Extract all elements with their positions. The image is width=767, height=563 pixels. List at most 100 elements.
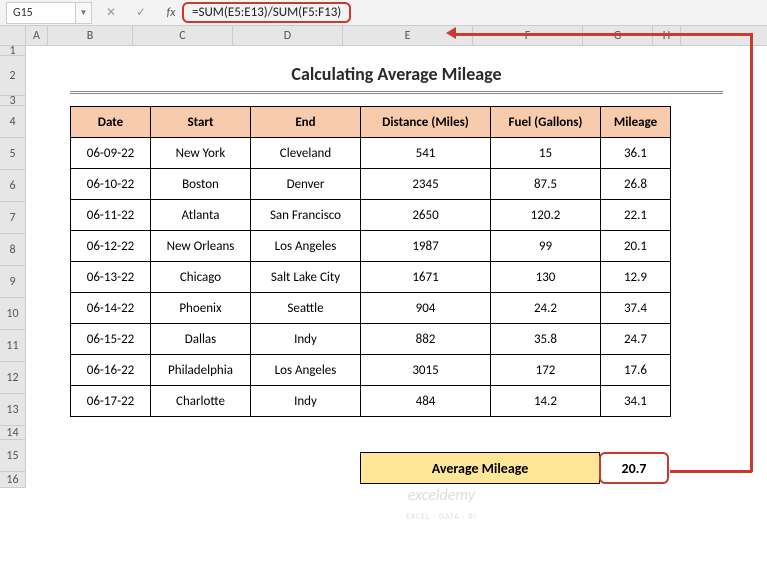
average-label[interactable]: Average Mileage: [360, 452, 600, 484]
cell-mile[interactable]: 26.8: [601, 169, 671, 200]
th-date[interactable]: Date: [71, 107, 151, 138]
cell-date[interactable]: 06-15-22: [71, 324, 151, 355]
cell-dist[interactable]: 882: [361, 324, 491, 355]
cancel-icon[interactable]: ✕: [100, 3, 122, 23]
table-header-row: Date Start End Distance (Miles) Fuel (Ga…: [71, 107, 671, 138]
cell-end[interactable]: Los Angeles: [251, 355, 361, 386]
cell-date[interactable]: 06-16-22: [71, 355, 151, 386]
name-box-dropdown[interactable]: ▼: [76, 2, 92, 24]
th-end[interactable]: End: [251, 107, 361, 138]
cell-dist[interactable]: 3015: [361, 355, 491, 386]
row-header-10[interactable]: 10: [0, 298, 26, 330]
cell-mile[interactable]: 24.7: [601, 324, 671, 355]
cell-end[interactable]: Los Angeles: [251, 231, 361, 262]
cell-mile[interactable]: 37.4: [601, 293, 671, 324]
watermark-sub: EXCEL · DATA · BI: [406, 512, 477, 522]
cell-start[interactable]: Phoenix: [151, 293, 251, 324]
cell-fuel[interactable]: 15: [491, 138, 601, 169]
name-box[interactable]: G15: [6, 2, 76, 24]
cell-start[interactable]: Charlotte: [151, 386, 251, 417]
cell-fuel[interactable]: 130: [491, 262, 601, 293]
col-header-c[interactable]: C: [133, 26, 233, 45]
select-all-corner[interactable]: [0, 26, 26, 45]
row-header-12[interactable]: 12: [0, 362, 26, 394]
cell-start[interactable]: Chicago: [151, 262, 251, 293]
grid-area[interactable]: Calculating Average Mileage Date Start E…: [26, 46, 767, 488]
fx-icon[interactable]: fx: [160, 3, 182, 23]
formula-bar[interactable]: =SUM(E5:E13)/SUM(F5:F13): [182, 2, 767, 24]
cell-date[interactable]: 06-17-22: [71, 386, 151, 417]
table-row: 06-14-22PhoenixSeattle90424.237.4: [71, 293, 671, 324]
row-header-2[interactable]: 2: [0, 56, 26, 96]
cell-start[interactable]: New York: [151, 138, 251, 169]
cell-date[interactable]: 06-10-22: [71, 169, 151, 200]
row-header-11[interactable]: 11: [0, 330, 26, 362]
cell-fuel[interactable]: 120.2: [491, 200, 601, 231]
col-header-a[interactable]: A: [26, 26, 48, 45]
cell-dist[interactable]: 904: [361, 293, 491, 324]
row-header-14[interactable]: 14: [0, 426, 26, 440]
callout-line: [750, 33, 753, 472]
col-header-d[interactable]: D: [233, 26, 343, 45]
cell-fuel[interactable]: 14.2: [491, 386, 601, 417]
row-header-4[interactable]: 4: [0, 106, 26, 138]
cell-fuel[interactable]: 99: [491, 231, 601, 262]
table-row: 06-16-22PhiladelphiaLos Angeles301517217…: [71, 355, 671, 386]
table-row: 06-15-22DallasIndy88235.824.7: [71, 324, 671, 355]
column-headers: A B C D E F G H: [0, 26, 767, 46]
th-mileage[interactable]: Mileage: [601, 107, 671, 138]
cell-end[interactable]: Indy: [251, 324, 361, 355]
cell-fuel[interactable]: 87.5: [491, 169, 601, 200]
cell-start[interactable]: Philadelphia: [151, 355, 251, 386]
cell-start[interactable]: New Orleans: [151, 231, 251, 262]
row-header-5[interactable]: 5: [0, 138, 26, 170]
cell-mile[interactable]: 17.6: [601, 355, 671, 386]
row-header-6[interactable]: 6: [0, 170, 26, 202]
th-distance[interactable]: Distance (Miles): [361, 107, 491, 138]
cell-date[interactable]: 06-09-22: [71, 138, 151, 169]
cell-end[interactable]: Salt Lake City: [251, 262, 361, 293]
row-header-16[interactable]: 16: [0, 472, 26, 488]
cell-dist[interactable]: 2345: [361, 169, 491, 200]
cell-fuel[interactable]: 24.2: [491, 293, 601, 324]
cell-mile[interactable]: 22.1: [601, 200, 671, 231]
row-header-13[interactable]: 13: [0, 394, 26, 426]
cell-dist[interactable]: 1987: [361, 231, 491, 262]
row-headers: 12345678910111213141516: [0, 46, 26, 488]
cell-fuel[interactable]: 172: [491, 355, 601, 386]
cell-end[interactable]: Cleveland: [251, 138, 361, 169]
cell-end[interactable]: San Francisco: [251, 200, 361, 231]
cell-date[interactable]: 06-14-22: [71, 293, 151, 324]
average-value[interactable]: 20.7: [599, 452, 669, 484]
cell-start[interactable]: Dallas: [151, 324, 251, 355]
cell-date[interactable]: 06-11-22: [71, 200, 151, 231]
table-row: 06-13-22ChicagoSalt Lake City167113012.9: [71, 262, 671, 293]
cell-mile[interactable]: 20.1: [601, 231, 671, 262]
cell-dist[interactable]: 484: [361, 386, 491, 417]
cell-start[interactable]: Atlanta: [151, 200, 251, 231]
cell-dist[interactable]: 1671: [361, 262, 491, 293]
cell-end[interactable]: Seattle: [251, 293, 361, 324]
row-header-3[interactable]: 3: [0, 96, 26, 106]
cell-date[interactable]: 06-13-22: [71, 262, 151, 293]
col-header-b[interactable]: B: [48, 26, 133, 45]
cell-start[interactable]: Boston: [151, 169, 251, 200]
cell-mile[interactable]: 12.9: [601, 262, 671, 293]
row-header-8[interactable]: 8: [0, 234, 26, 266]
table-row: 06-12-22New OrleansLos Angeles19879920.1: [71, 231, 671, 262]
confirm-icon[interactable]: ✓: [130, 3, 152, 23]
row-header-7[interactable]: 7: [0, 202, 26, 234]
cell-date[interactable]: 06-12-22: [71, 231, 151, 262]
th-fuel[interactable]: Fuel (Gallons): [491, 107, 601, 138]
row-header-15[interactable]: 15: [0, 440, 26, 472]
cell-fuel[interactable]: 35.8: [491, 324, 601, 355]
cell-end[interactable]: Indy: [251, 386, 361, 417]
cell-dist[interactable]: 2650: [361, 200, 491, 231]
cell-dist[interactable]: 541: [361, 138, 491, 169]
th-start[interactable]: Start: [151, 107, 251, 138]
cell-mile[interactable]: 36.1: [601, 138, 671, 169]
cell-mile[interactable]: 34.1: [601, 386, 671, 417]
row-header-1[interactable]: 1: [0, 46, 26, 56]
row-header-9[interactable]: 9: [0, 266, 26, 298]
cell-end[interactable]: Denver: [251, 169, 361, 200]
